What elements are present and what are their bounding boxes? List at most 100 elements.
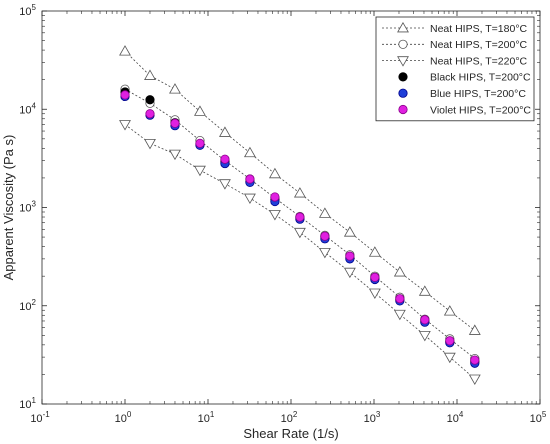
y-tick-label-exponent: 3 [32, 200, 37, 209]
y-tick-label: 105 [19, 3, 36, 18]
y-tick-label-base: 10 [19, 301, 31, 313]
y-tick-label-exponent: 5 [32, 3, 37, 12]
data-point [445, 336, 455, 346]
x-axis-title: Shear Rate (1/s) [243, 426, 338, 441]
y-tick-label: 101 [19, 396, 36, 411]
data-point [393, 266, 406, 277]
data-point [145, 109, 155, 119]
x-tick-label: 10-1 [30, 410, 50, 425]
y-tick-label-exponent: 1 [32, 396, 37, 405]
data-point [268, 167, 281, 179]
data-point [170, 118, 180, 128]
data-point [395, 294, 405, 304]
data-point [194, 105, 206, 116]
x-tick-label-base: 10 [30, 413, 42, 425]
data-point [443, 352, 456, 364]
data-point [420, 315, 430, 325]
series-markers [119, 45, 481, 385]
data-point [293, 227, 306, 239]
series-1-points [119, 45, 481, 335]
legend: Neat HIPS, T=180°C Neat HIPS, T=200°C Neat… [375, 16, 535, 122]
data-point [418, 285, 431, 296]
data-point [145, 95, 155, 105]
data-point [418, 330, 431, 342]
x-tick-label-base: 10 [115, 413, 127, 425]
data-point [468, 324, 481, 335]
data-point [443, 305, 456, 316]
series-3-points [119, 120, 481, 385]
x-tick-label: 100 [115, 410, 132, 425]
data-point [318, 247, 331, 259]
data-point [295, 212, 305, 222]
x-tick-label-exponent: 0 [127, 410, 132, 419]
y-tick-label: 103 [19, 200, 36, 215]
data-point [243, 146, 256, 158]
legend-entry: Violet HIPS, T=200°C [398, 104, 531, 116]
x-tick-label-exponent: 4 [459, 410, 464, 419]
x-tick-label: 104 [447, 410, 464, 425]
data-point [370, 272, 380, 282]
x-tick-label-exponent: 3 [376, 410, 381, 419]
legend-label: Neat HIPS, T=180°C [430, 23, 528, 35]
data-point [368, 246, 381, 257]
data-point [318, 207, 331, 218]
x-tick-label-base: 10 [530, 413, 542, 425]
y-tick-label: 104 [19, 101, 36, 116]
legend-label: Neat HIPS, T=220°C [430, 55, 528, 67]
legend-entry: Blue HIPS, T=200°C [398, 88, 526, 100]
y-tick-label-exponent: 4 [32, 101, 37, 110]
data-point [119, 120, 131, 131]
x-tick-label-base: 10 [198, 413, 210, 425]
data-point [144, 69, 156, 80]
data-point [243, 193, 256, 205]
data-point [169, 149, 181, 161]
data-point [270, 192, 280, 202]
x-tick-label-exponent: 2 [293, 410, 298, 419]
y-tick-label-base: 10 [19, 203, 31, 215]
data-point [320, 231, 330, 241]
x-tick-label: 105 [530, 410, 547, 425]
data-point [169, 83, 181, 94]
data-point [343, 226, 356, 237]
data-point [470, 355, 480, 365]
data-point [219, 179, 231, 190]
data-point [293, 187, 306, 198]
x-tick-label-exponent: 1 [210, 410, 215, 419]
legend-marker [398, 39, 408, 49]
y-tick-label-exponent: 2 [32, 298, 37, 307]
y-axis-title: Apparent Viscosity (Pa s) [1, 135, 16, 281]
y-tick-label: 102 [19, 298, 36, 313]
legend-label: Blue HIPS, T=200°C [430, 88, 526, 100]
legend-entry: Black HIPS, T=200°C [398, 72, 531, 84]
legend-entry: Neat HIPS, T=200°C [382, 39, 528, 51]
data-point [220, 154, 230, 164]
x-tick-label: 101 [198, 410, 215, 425]
data-point [343, 267, 356, 279]
legend-marker [397, 56, 409, 67]
data-point [194, 165, 206, 177]
y-tick-label-base: 10 [19, 6, 31, 18]
legend-marker [398, 72, 408, 82]
data-point [468, 374, 481, 385]
x-tick-label-exponent: 5 [542, 410, 547, 419]
series-line-3 [124, 124, 476, 380]
data-point [393, 309, 406, 321]
data-point [119, 45, 131, 56]
data-point [120, 90, 130, 100]
y-tick-label-base: 10 [19, 104, 31, 116]
legend-label: Black HIPS, T=200°C [430, 72, 531, 84]
legend-marker [398, 88, 408, 98]
data-point [219, 126, 231, 137]
legend-label: Neat HIPS, T=200°C [430, 39, 528, 51]
x-tick-label-base: 10 [281, 413, 293, 425]
legend-entry: Neat HIPS, T=220°C [382, 55, 528, 67]
x-tick-label-exponent: -1 [43, 410, 51, 419]
legend-marker [398, 104, 408, 115]
legend-label: Violet HIPS, T=200°C [430, 104, 531, 116]
x-axis: 10-1 100 101 102 103 104 105 [30, 11, 547, 425]
legend-entry: Neat HIPS, T=180°C [382, 21, 528, 35]
legend-marker [397, 21, 409, 33]
legend-box [375, 16, 535, 122]
